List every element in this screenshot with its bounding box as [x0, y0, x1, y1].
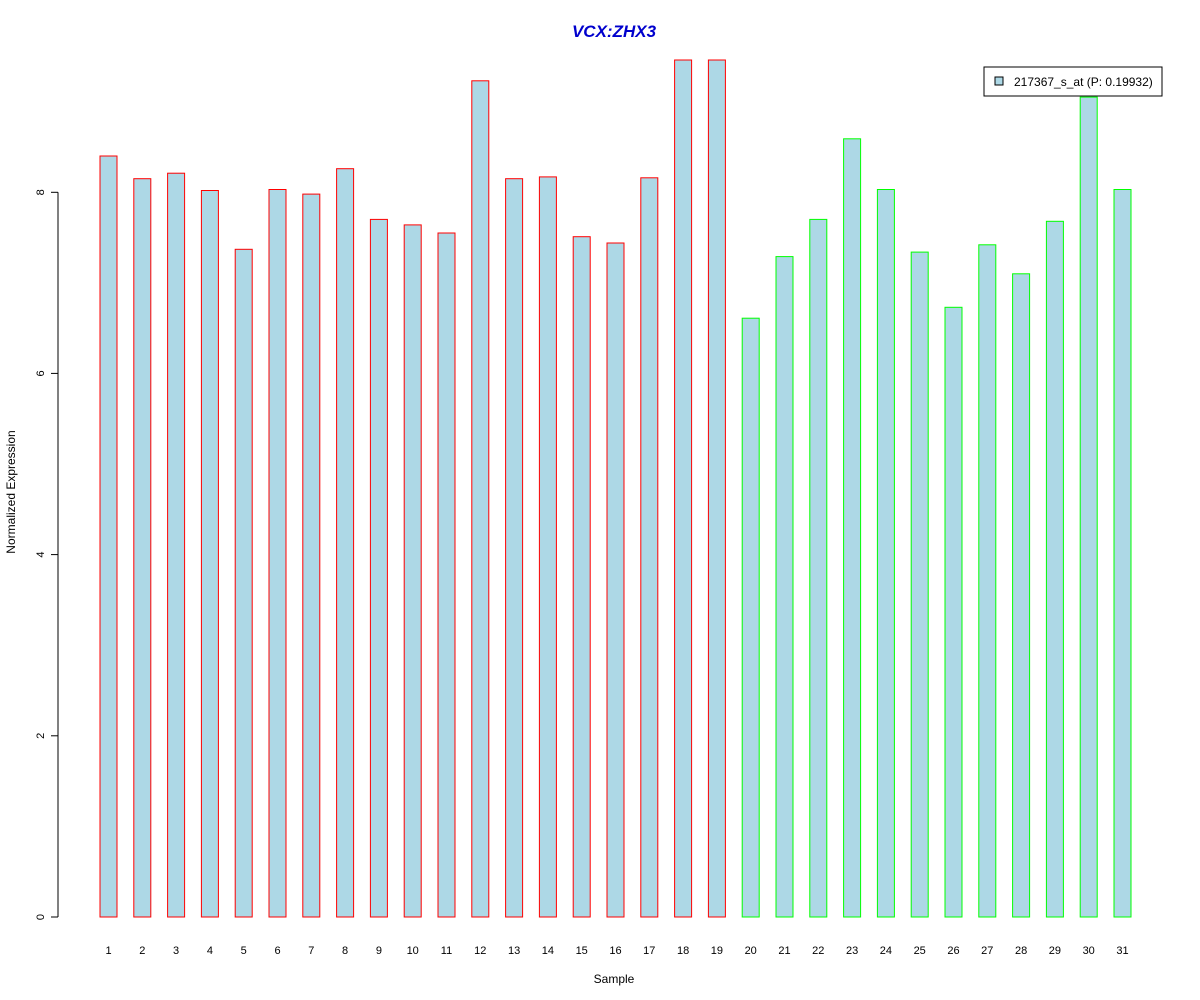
- bars-group: [99, 59, 1132, 918]
- bar-sample-22: [809, 218, 828, 918]
- bar-sample-5: [234, 248, 253, 918]
- x-tick-label: 18: [677, 945, 689, 957]
- legend-label: 217367_s_at (P: 0.19932): [1014, 75, 1153, 89]
- x-tick-label: 31: [1116, 945, 1128, 957]
- x-axis-title: Sample: [594, 972, 635, 986]
- bar-sample-13: [505, 178, 524, 918]
- bar-sample-18: [674, 59, 693, 918]
- x-tick-label: 9: [376, 945, 382, 957]
- bar-sample-20: [741, 317, 760, 918]
- bar-sample-9: [369, 218, 388, 918]
- legend-box: [983, 66, 1163, 97]
- bar-sample-27: [978, 244, 997, 918]
- bar-sample-12: [471, 80, 490, 918]
- x-tick-label: 14: [542, 945, 554, 957]
- x-tick-label: 26: [947, 945, 959, 957]
- bar-sample-10: [403, 224, 422, 918]
- x-tick-label: 28: [1015, 945, 1027, 957]
- x-tick-label: 13: [508, 945, 520, 957]
- x-tick-labels: 1 2 3 4 5 6 7 8 9 10 11 12 13 14 15 16 17 18 19 20 21 22 23 24 2…: [105, 945, 1128, 957]
- x-tick-label: 11: [441, 945, 452, 957]
- bar-sample-3: [167, 172, 186, 918]
- y-tick-label: 6: [35, 370, 47, 376]
- y-axis-title: Normalized Expression: [4, 430, 18, 553]
- legend: 217367_s_at (P: 0.19932): [983, 66, 1163, 97]
- x-tick-label: 24: [880, 945, 892, 957]
- bar-sample-2: [133, 178, 152, 918]
- bar-sample-30: [1079, 96, 1098, 918]
- bar-sample-21: [775, 256, 794, 918]
- x-tick-label: 17: [643, 945, 655, 957]
- x-tick-label: 29: [1049, 945, 1061, 957]
- x-tick-label: 7: [308, 945, 314, 957]
- x-tick-label: 3: [173, 945, 179, 957]
- x-tick-label: 1: [105, 945, 111, 957]
- x-tick-label: 25: [914, 945, 926, 957]
- y-tick-label: 8: [35, 189, 47, 195]
- bar-sample-15: [572, 236, 591, 918]
- x-tick-label: 30: [1083, 945, 1095, 957]
- x-tick-label: 22: [812, 945, 824, 957]
- y-axis: 0 2 4 6 8: [35, 189, 59, 920]
- bar-sample-23: [843, 138, 862, 918]
- x-tick-label: 2: [139, 945, 145, 957]
- bar-sample-1: [99, 155, 118, 918]
- bar-sample-28: [1012, 273, 1031, 918]
- x-tick-label: 12: [474, 945, 486, 957]
- bar-sample-11: [437, 232, 456, 918]
- x-tick-label: 8: [342, 945, 348, 957]
- x-tick-label: 6: [274, 945, 280, 957]
- bar-sample-6: [268, 189, 287, 918]
- bar-sample-14: [538, 176, 557, 918]
- bar-sample-31: [1113, 189, 1132, 918]
- y-tick-label: 2: [35, 733, 47, 739]
- bar-sample-19: [707, 59, 726, 918]
- bar-sample-25: [910, 251, 929, 918]
- x-tick-label: 5: [241, 945, 247, 957]
- x-tick-label: 27: [981, 945, 993, 957]
- chart-title: VCX:ZHX3: [572, 22, 657, 41]
- x-tick-label: 16: [609, 945, 621, 957]
- x-tick-label: 19: [711, 945, 723, 957]
- x-tick-label: 10: [407, 945, 419, 957]
- bar-sample-24: [876, 189, 895, 918]
- bar-sample-26: [944, 306, 963, 918]
- legend-swatch: [994, 76, 1004, 86]
- x-tick-label: 4: [207, 945, 213, 957]
- bar-sample-16: [606, 242, 625, 918]
- x-tick-label: 20: [745, 945, 757, 957]
- bar-sample-8: [336, 168, 355, 918]
- x-tick-label: 15: [576, 945, 588, 957]
- y-tick-label: 0: [35, 914, 47, 920]
- bar-sample-29: [1045, 220, 1064, 918]
- bar-sample-7: [302, 193, 321, 918]
- bar-sample-4: [200, 190, 219, 918]
- x-tick-label: 23: [846, 945, 858, 957]
- y-tick-label: 4: [35, 552, 47, 558]
- x-tick-label: 21: [778, 945, 790, 957]
- bar-sample-17: [640, 177, 659, 918]
